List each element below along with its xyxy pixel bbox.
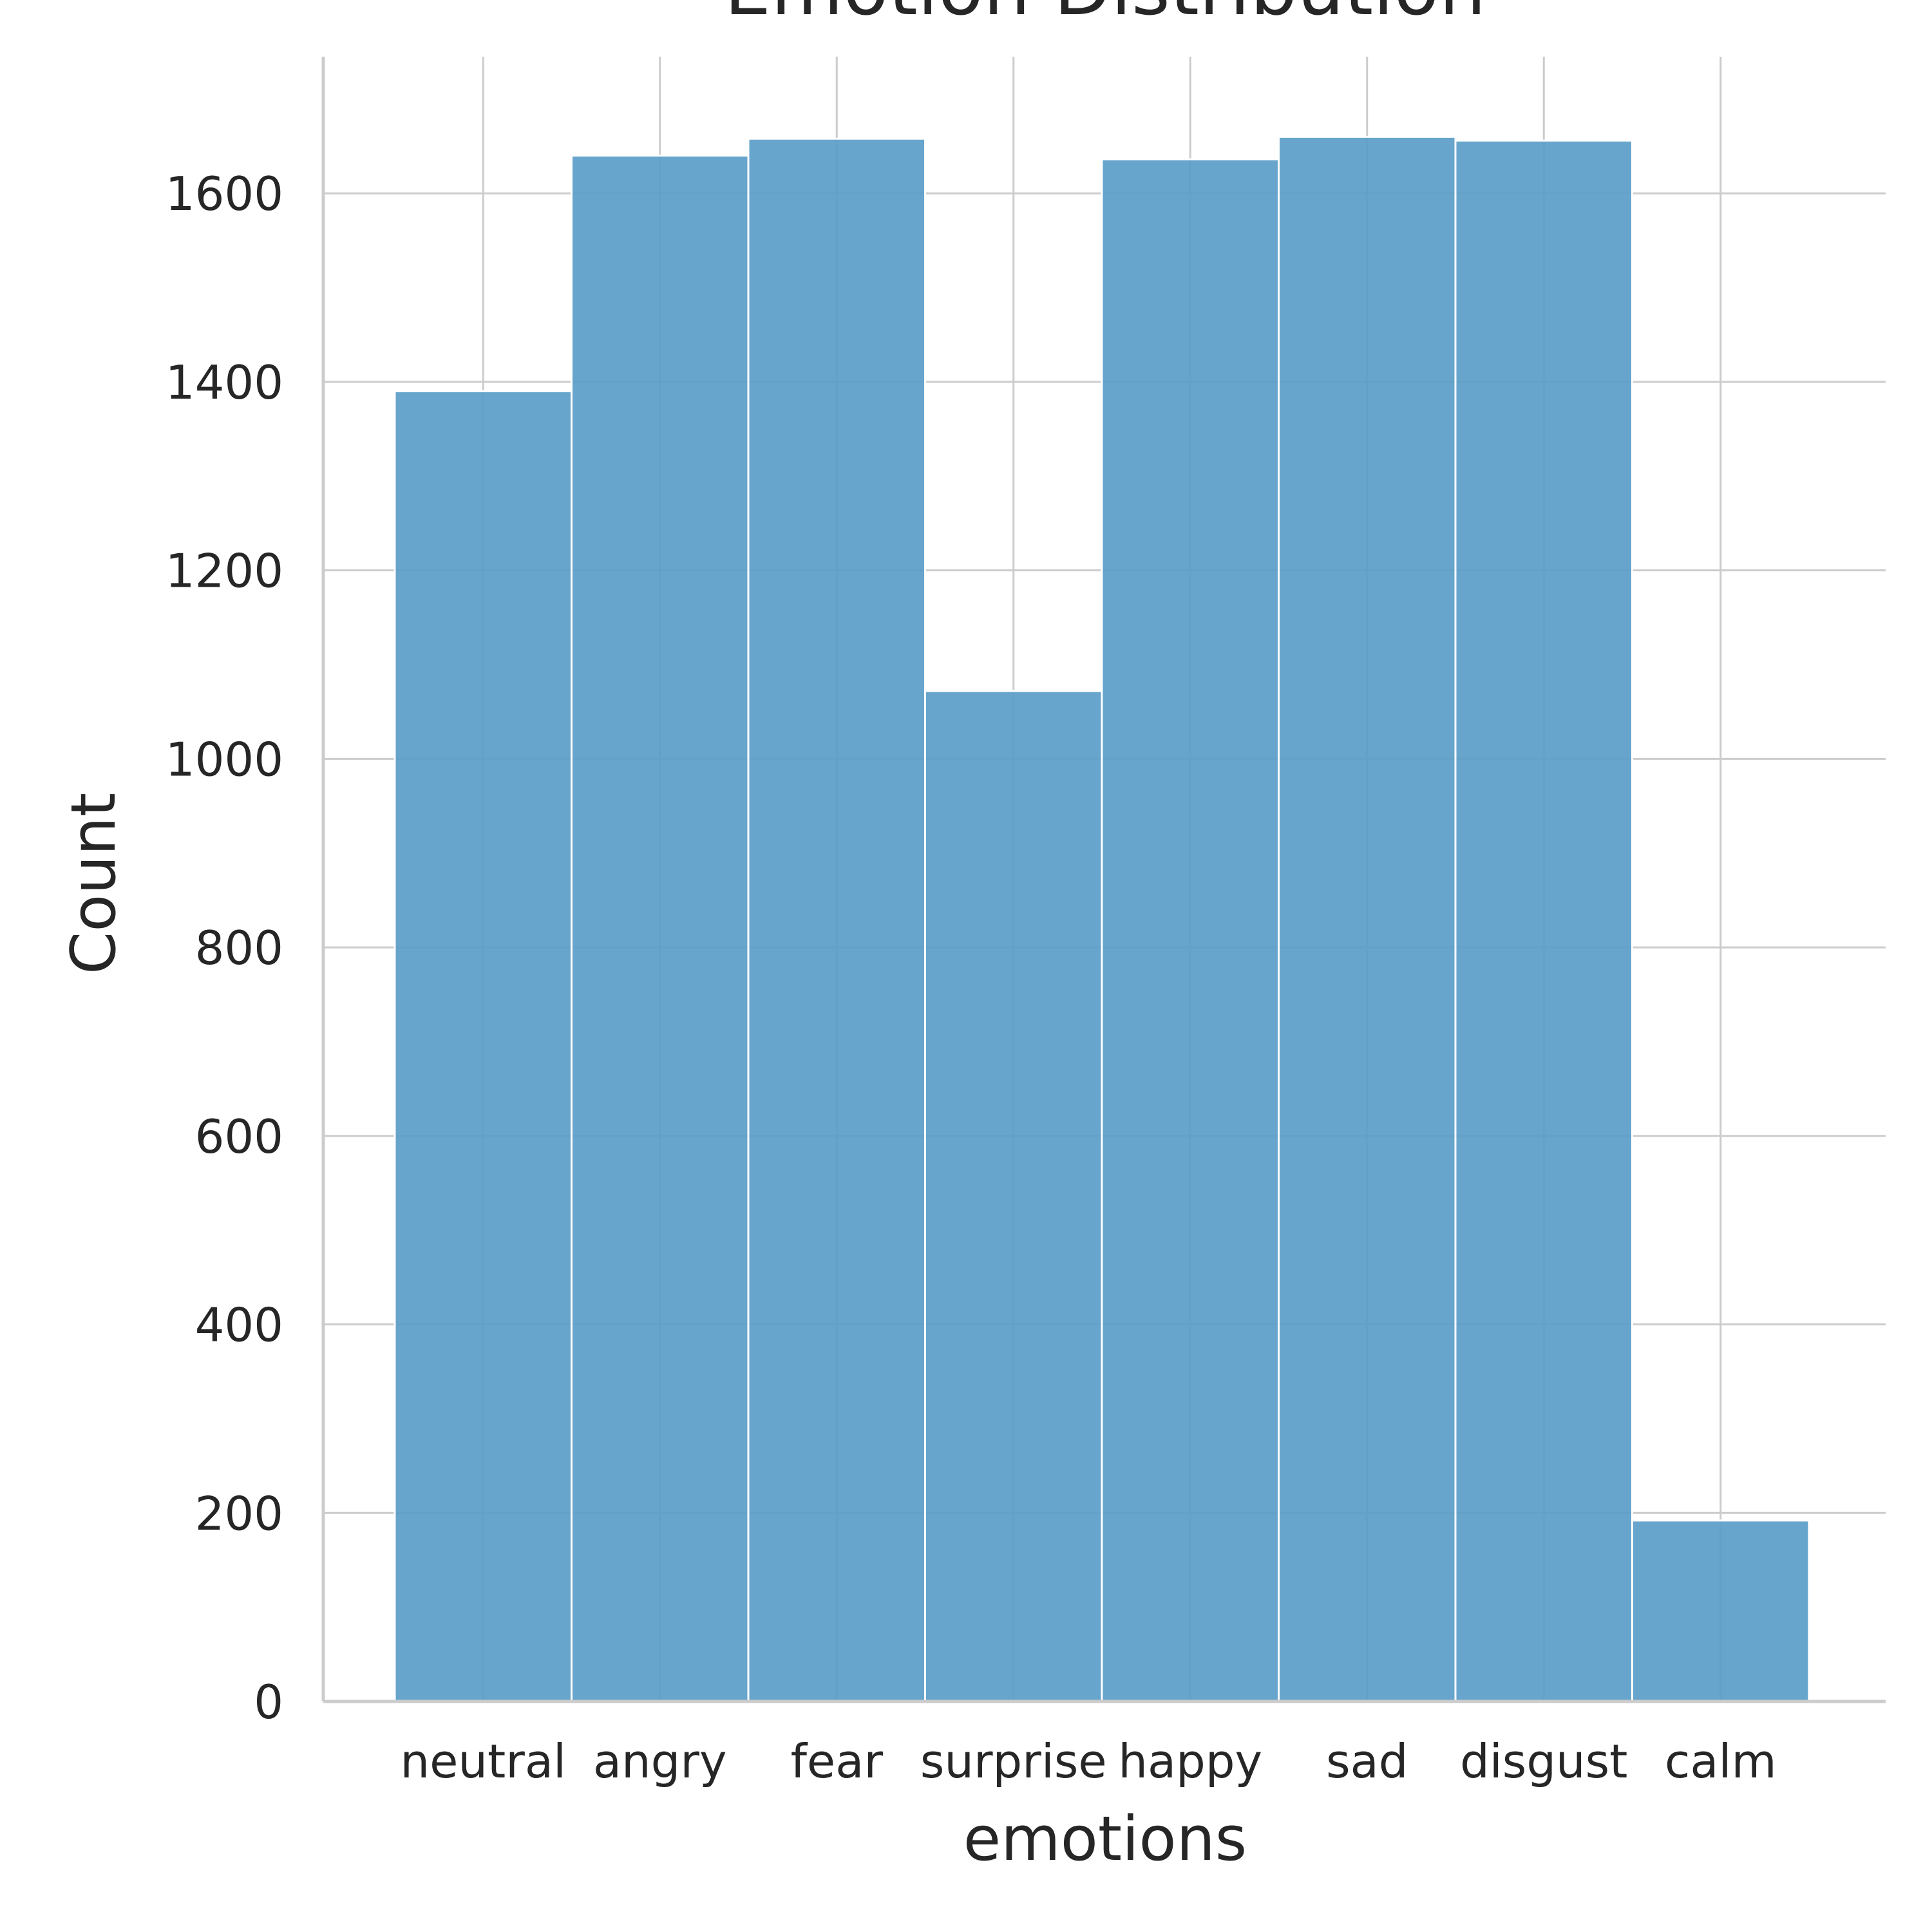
- bar-calm: [1631, 1519, 1810, 1703]
- bar-happy: [1101, 158, 1280, 1703]
- bar-neutral: [393, 390, 573, 1703]
- y-tick-label: 1000: [166, 732, 283, 786]
- x-tick-label: surprise: [920, 1734, 1107, 1788]
- x-tick-label: calm: [1665, 1734, 1777, 1788]
- y-tick-label: 400: [195, 1298, 283, 1352]
- bar-fear: [747, 137, 926, 1703]
- y-tick-label: 800: [195, 921, 283, 975]
- bar-sad: [1278, 135, 1457, 1703]
- tick-labels: 0 200 400 600 800 1000 1200 1400 1600 neutral angr…: [166, 167, 1777, 1788]
- chart-title: Emotion Distribution: [724, 0, 1486, 32]
- y-tick-label: 1400: [166, 355, 283, 410]
- bars: [393, 135, 1810, 1703]
- y-tick-label: 1200: [166, 544, 283, 598]
- bar-angry: [571, 155, 750, 1703]
- axes: [321, 57, 1886, 1703]
- x-tick-label: fear: [791, 1734, 884, 1788]
- y-tick-label: 1600: [166, 167, 283, 221]
- bar-surprise: [924, 690, 1103, 1703]
- y-axis-title: Count: [59, 793, 129, 974]
- x-axis-title: emotions: [963, 1804, 1247, 1875]
- y-tick-label: 600: [195, 1110, 283, 1164]
- x-tick-label: angry: [593, 1734, 727, 1788]
- y-tick-label: 0: [254, 1675, 283, 1729]
- x-tick-label: sad: [1326, 1734, 1408, 1788]
- x-tick-label: neutral: [400, 1734, 566, 1788]
- x-tick-label: disgust: [1460, 1734, 1627, 1788]
- y-tick-label: 200: [195, 1486, 283, 1540]
- bar-disgust: [1454, 139, 1633, 1703]
- x-tick-label: happy: [1118, 1734, 1262, 1788]
